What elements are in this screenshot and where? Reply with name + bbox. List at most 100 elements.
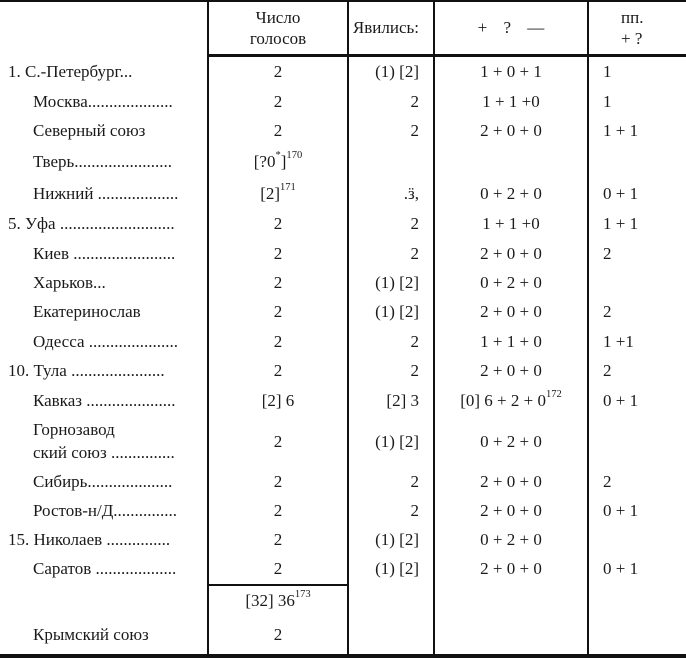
row-label: Одесса .....................: [33, 331, 179, 351]
appeared-cell: 2: [347, 356, 433, 385]
row-label: Кавказ .....................: [33, 390, 176, 410]
tally-cell: 0 + 2 + 0: [433, 416, 587, 467]
row-label: Ростов-н/Д...............: [33, 500, 178, 520]
appeared-cell: [347, 145, 433, 178]
pp-cell: 1 +1: [587, 327, 686, 356]
pp-cell: 1 + 1: [587, 209, 686, 239]
tally-cell: 1 + 0 + 1: [433, 57, 587, 87]
votes-cell: 2: [207, 297, 347, 327]
tally-cell: 2 + 0 + 0: [433, 554, 587, 584]
tally-cell: 2 + 0 + 0: [433, 467, 587, 496]
pp-cell: [587, 145, 686, 178]
pp-cell: 1: [587, 87, 686, 116]
header-appeared: Явились:: [347, 2, 433, 57]
votes-cell: 2: [207, 57, 347, 87]
pp-cell: 0 + 1: [587, 496, 686, 525]
appeared-cell: 2: [347, 87, 433, 116]
row-label: Киев ........................: [33, 243, 176, 263]
appeared-cell: 2: [347, 496, 433, 525]
tally-cell: [433, 145, 587, 178]
header-pp: пп. + ?: [587, 2, 686, 57]
appeared-cell: (1) [2]: [347, 297, 433, 327]
appeared-cell: (1) [2]: [347, 525, 433, 554]
appeared-cell: 2: [347, 239, 433, 268]
pp-cell: [587, 268, 686, 297]
tally-cell: 2 + 0 + 0: [433, 239, 587, 268]
row-label: Сибирь....................: [33, 471, 173, 491]
tally-cell: [433, 584, 587, 616]
pp-cell: [587, 584, 686, 616]
votes-cell: 2: [207, 525, 347, 554]
appeared-cell: 2: [347, 467, 433, 496]
row-label: Горнозавод ский союз ...............: [33, 420, 175, 462]
row-label: Северный союз: [33, 120, 146, 140]
pp-cell: 0 + 1: [587, 554, 686, 584]
votes-cell: 2: [207, 239, 347, 268]
votes-cell: 2: [207, 356, 347, 385]
pp-cell: [587, 416, 686, 467]
appeared-cell: 2: [347, 327, 433, 356]
votes-cell: 2: [207, 554, 347, 584]
row-label: 1. С.-Петербург...: [8, 62, 133, 81]
pp-cell: 0 + 1: [587, 178, 686, 209]
pp-cell: 2: [587, 467, 686, 496]
row-label: Крымский союз: [33, 625, 149, 644]
tally-cell: [0] 6 + 2 + 0 172: [433, 385, 587, 416]
votes-cell: 2: [207, 496, 347, 525]
tally-cell: 1 + 1 + 0: [433, 327, 587, 356]
pp-cell: 2: [587, 356, 686, 385]
header-tally: + ? —: [433, 2, 587, 57]
votes-total-cell: [32] 36 173: [207, 584, 347, 616]
header-labels-empty: [0, 2, 207, 57]
row-label: Екатеринослав: [33, 302, 141, 321]
votes-cell: 2: [207, 209, 347, 239]
illegible-mark: .ӟ,: [347, 178, 433, 209]
row-label: Москва....................: [33, 91, 173, 111]
appeared-cell: [347, 616, 433, 654]
appeared-cell: (1) [2]: [347, 416, 433, 467]
row-label: 15. Николаев ...............: [8, 529, 171, 549]
row-label: [0, 584, 207, 616]
pp-cell: 2: [587, 239, 686, 268]
pp-cell: [587, 616, 686, 654]
pp-cell: 0 + 1: [587, 385, 686, 416]
appeared-cell: (1) [2]: [347, 268, 433, 297]
row-label: Тверь.......................: [33, 151, 173, 171]
tally-cell: 2 + 0 + 0: [433, 297, 587, 327]
appeared-cell: [347, 584, 433, 616]
tally-cell: 0 + 2 + 0: [433, 268, 587, 297]
row-label: Харьков...: [33, 272, 106, 292]
tally-cell: [433, 616, 587, 654]
votes-cell: 2: [207, 416, 347, 467]
votes-cell: 2: [207, 467, 347, 496]
votes-cell: 2: [207, 87, 347, 116]
votes-cell: 2: [207, 116, 347, 145]
votes-cell: 2: [207, 268, 347, 297]
tally-cell: 1 + 1 +0: [433, 209, 587, 239]
tally-cell: 0 + 2 + 0: [433, 178, 587, 209]
row-label: Нижний ...................: [33, 183, 179, 203]
votes-cell: 2: [207, 616, 347, 654]
appeared-cell: (1) [2]: [347, 57, 433, 87]
appeared-cell: 2: [347, 209, 433, 239]
votes-cell: 2: [207, 327, 347, 356]
votes-cell: [?0 *] 170: [207, 145, 347, 178]
pp-cell: 1 + 1: [587, 116, 686, 145]
row-label: Саратов ...................: [33, 559, 177, 578]
pp-cell: [587, 525, 686, 554]
pp-cell: 2: [587, 297, 686, 327]
appeared-cell: [2] 3: [347, 385, 433, 416]
tally-cell: 2 + 0 + 0: [433, 496, 587, 525]
row-label: 5. Уфа ...........................: [8, 214, 175, 233]
appeared-cell: 2: [347, 116, 433, 145]
tally-cell: 0 + 2 + 0: [433, 525, 587, 554]
header-votes: Число голосов: [207, 2, 347, 57]
votes-cell: [2] 171: [207, 178, 347, 209]
appeared-cell: (1) [2]: [347, 554, 433, 584]
row-label: 10. Тула ......................: [8, 360, 165, 380]
tally-cell: 2 + 0 + 0: [433, 356, 587, 385]
tally-cell: 1 + 1 +0: [433, 87, 587, 116]
votes-cell: [2] 6: [207, 385, 347, 416]
